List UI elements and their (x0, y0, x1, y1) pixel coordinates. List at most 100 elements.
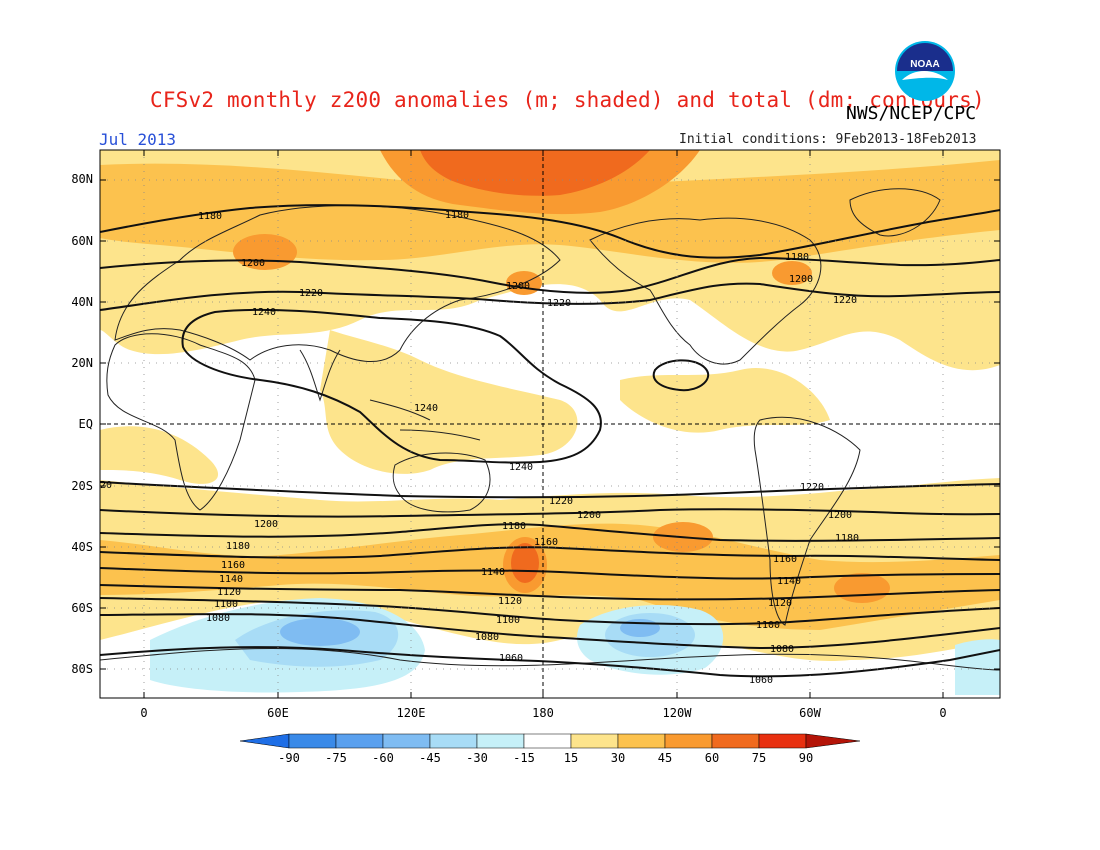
contour-1160-s (100, 546, 1000, 561)
contour-label: 1220 (833, 295, 857, 306)
lon-label: 180 (532, 706, 554, 720)
contour-label: 1160 (221, 560, 245, 571)
colorbar-label: -90 (278, 751, 300, 765)
contour-label: 1140 (219, 574, 243, 585)
shade-45 (100, 523, 1000, 630)
colorbar-label: 75 (752, 751, 766, 765)
colorbar-swatch (335, 733, 384, 749)
contour-label: 1080 (770, 644, 794, 655)
lat-label: 80S (71, 662, 93, 676)
lat-label: EQ (79, 417, 93, 431)
contour-label: 1200 (577, 510, 601, 521)
contour-label: 1180 (198, 211, 222, 222)
shade-30 (320, 330, 578, 474)
contour-label: 1100 (756, 620, 780, 631)
contour-label: 1200 (241, 258, 265, 269)
colorbar-swatch (617, 733, 666, 749)
antarctica-coast (100, 647, 1000, 671)
colorbar-swatch (758, 733, 807, 749)
shade-60 (834, 573, 890, 603)
colorbar-arrow-right (805, 733, 861, 749)
lon-axis: 0 60E 120E 180 120W 60W 0 (140, 706, 946, 720)
contour-label: 1060 (749, 675, 773, 686)
eurasia-coast (114, 205, 561, 363)
contour-1240-n (181, 308, 602, 464)
contour-1060-s (100, 646, 1000, 678)
contour-label: 1080 (206, 613, 230, 624)
colorbar-label: -30 (466, 751, 488, 765)
shade-75 (420, 150, 650, 196)
height-contours (100, 204, 1000, 678)
colorbar-label: -60 (372, 751, 394, 765)
contour-1220-s (100, 481, 1000, 499)
contour-label: 1080 (475, 632, 499, 643)
contour-label: 1240 (252, 307, 276, 318)
contour-1200-s (100, 508, 1000, 518)
india-coast (299, 349, 341, 402)
colorbar-label: 45 (658, 751, 672, 765)
south-america-coast (753, 416, 861, 626)
lat-label: 40S (71, 540, 93, 554)
lat-label: 40N (71, 295, 93, 309)
lon-label: 120E (397, 706, 426, 720)
shade-neg45 (280, 618, 360, 646)
contour-1080-s (100, 613, 1000, 650)
contour-label: 1240 (414, 403, 438, 414)
contour-label: 1180 (785, 252, 809, 263)
shade-30 (100, 426, 219, 484)
colorbar-label: -45 (419, 751, 441, 765)
axis-ticks (100, 150, 1000, 698)
colorbar-swatch (570, 733, 619, 749)
contour-label: 1180 (502, 521, 526, 532)
contour-labels: 1180 1180 1180 1200 1200 1200 1220 1220 1220 1240… (100, 210, 859, 686)
africa-coast (106, 333, 256, 511)
contour-1220-n (100, 282, 1000, 311)
contour-label: 1200 (828, 510, 852, 521)
contour-label: 1100 (214, 599, 238, 610)
contour-label: 1120 (498, 596, 522, 607)
contour-label: 1220 (547, 298, 571, 309)
contour-1120-s (100, 584, 1000, 601)
noaa-logo-icon: NOAA (895, 41, 955, 101)
colorbar-swatch (523, 733, 572, 749)
colorbar-swatch (382, 733, 431, 749)
colorbar-swatch (429, 733, 478, 749)
contour-1180-n (100, 204, 1000, 259)
colorbar-swatch (476, 733, 525, 749)
forecast-month: Jul 2013 (99, 130, 177, 149)
lon-label: 0 (140, 706, 147, 720)
contour-label: 1120 (217, 587, 241, 598)
contour-label: 1200 (506, 281, 530, 292)
australia-coast (392, 452, 491, 513)
lat-label: 60S (71, 601, 93, 615)
initial-conditions: Initial conditions: 9Feb2013-18Feb2013 (679, 132, 977, 147)
lat-label: 20S (71, 479, 93, 493)
lon-label: 60E (267, 706, 289, 720)
contour-label: 1060 (499, 653, 523, 664)
colorbar-label: -75 (325, 751, 347, 765)
contour-label: 1180 (835, 533, 859, 544)
shade-neg45 (620, 619, 660, 637)
logo-text: NOAA (910, 59, 939, 70)
colorbar-swatch (288, 733, 337, 749)
contour-label: 1200 (789, 274, 813, 285)
indonesia-coast (369, 399, 481, 441)
colorbar-label: 90 (799, 751, 813, 765)
agency-label: NWS/NCEP/CPC (846, 103, 977, 124)
lat-axis: 80N 60N 40N 20N EQ 20S 40S 60S 80S (71, 172, 93, 676)
contour-label: 1160 (534, 537, 558, 548)
shade-60 (772, 261, 812, 285)
lon-label: 120W (663, 706, 693, 720)
greenland-coast (849, 188, 941, 237)
contour-label: 1180 (445, 210, 469, 221)
colorbar-arrow-left (239, 733, 290, 749)
colorbar-label: 30 (611, 751, 625, 765)
lon-label: 0 (939, 706, 946, 720)
contour-label: 1240 (509, 462, 533, 473)
contour-label: 1220 (549, 496, 573, 507)
contour-label: 1200 (254, 519, 278, 530)
colorbar-swatch (711, 733, 760, 749)
lat-label: 20N (71, 356, 93, 370)
contour-label: 1220 (299, 288, 323, 299)
